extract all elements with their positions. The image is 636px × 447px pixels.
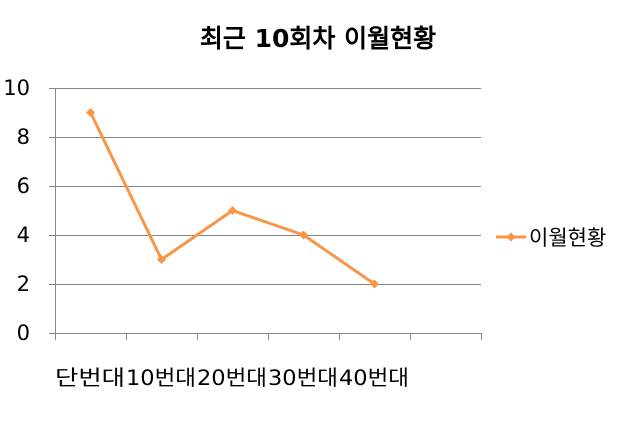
x-category-label: 20번대 <box>197 366 267 390</box>
data-point-marker <box>157 255 166 264</box>
y-tick-label: 6 <box>17 174 30 198</box>
legend: 이월현황 <box>496 226 606 250</box>
data-point-marker <box>299 230 308 240</box>
x-category-label: 단번대 <box>55 366 125 390</box>
x-category-label: 10번대 <box>126 366 196 390</box>
plot-area <box>49 88 482 340</box>
y-axis-labels: 0 2 4 6 8 10 <box>3 76 30 345</box>
data-point-marker <box>86 108 95 117</box>
legend-label: 이월현황 <box>529 226 606 250</box>
series-layer <box>86 108 379 289</box>
y-tick-label: 2 <box>17 272 30 296</box>
y-tick-label: 8 <box>17 125 30 149</box>
y-tick-label: 4 <box>17 223 30 247</box>
y-tick-label: 10 <box>3 76 30 100</box>
x-category-label: 40번대 <box>339 366 409 390</box>
legend-marker <box>506 232 516 242</box>
data-point-marker <box>370 279 379 289</box>
y-tick-label: 0 <box>17 321 30 345</box>
data-point-marker <box>228 206 237 215</box>
x-category-label: 30번대 <box>268 366 338 390</box>
series-line <box>89 111 376 286</box>
chart-title: 최근 10회차 이월현황 <box>200 24 436 53</box>
x-axis-labels: 단번대 10번대 20번대 30번대 40번대 <box>55 366 409 390</box>
